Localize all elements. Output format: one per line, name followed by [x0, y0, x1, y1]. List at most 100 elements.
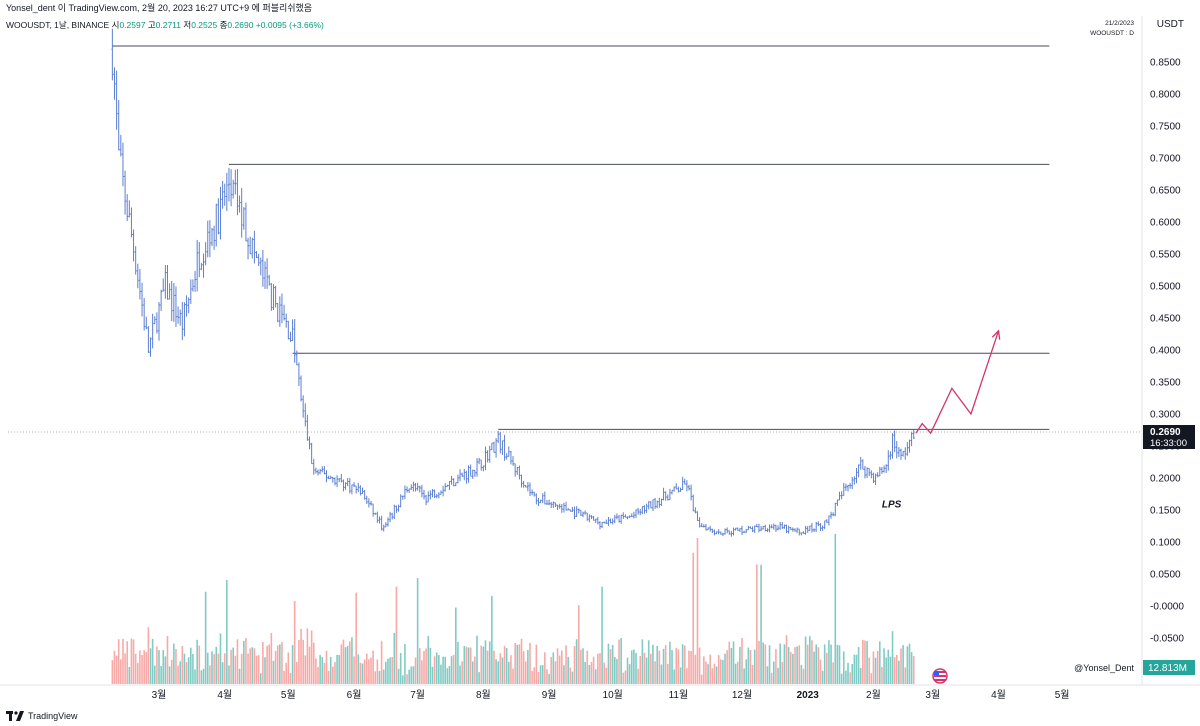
volume-bar: [703, 656, 705, 684]
volume-bar: [804, 636, 807, 684]
volume-bar: [558, 655, 561, 684]
volume-bar: [120, 659, 122, 684]
volume-bar: [671, 650, 673, 684]
volume-bar: [739, 646, 741, 684]
volume-bar: [334, 662, 336, 684]
price-axis[interactable]: 0.8500 0.8000 0.7500 0.7000 0.6500 0.6000 0.55…: [1150, 58, 1184, 645]
volume-bar: [287, 652, 290, 684]
time-tick-label: 5월: [281, 689, 296, 701]
volume-bar: [548, 673, 550, 684]
volume-bar: [404, 644, 406, 684]
volume-bar: [599, 653, 601, 684]
change-value: +0.0095 (+3.66%): [255, 20, 324, 30]
projection-path[interactable]: [915, 330, 1000, 435]
volume-bar: [211, 651, 213, 684]
price-tick-label: -0.0500: [1150, 634, 1184, 645]
volume-bar: [660, 664, 663, 684]
us-flag-icon[interactable]: [932, 668, 948, 684]
volume-bar: [876, 650, 879, 684]
low-value: 0.2525: [191, 20, 218, 30]
volume-bar: [828, 640, 830, 684]
volume-bar: [431, 666, 434, 684]
volume-bar: [887, 649, 890, 684]
price-tick-label: 0.7500: [1150, 122, 1181, 133]
volume-bar: [726, 650, 728, 684]
volume-bar: [620, 638, 622, 684]
volume-bar: [728, 641, 731, 684]
volume-bar: [425, 648, 427, 684]
volume-bar: [296, 661, 298, 684]
volume-bar: [605, 667, 608, 684]
price-tick-label: 0.1500: [1150, 506, 1181, 517]
volume-bar: [399, 653, 402, 684]
volume-bar: [658, 650, 661, 684]
volume-bar: [582, 648, 584, 684]
volume-bar: [332, 666, 334, 684]
volume-bar: [819, 659, 822, 684]
volume-bar: [232, 647, 234, 684]
time-axis[interactable]: 3월 4월 5월 6월 7월 8월 9월 10월 11월 12월 2023 2월 3월 4월 5월: [152, 689, 1070, 701]
volume-bar: [185, 662, 188, 684]
volume-bar: [637, 668, 639, 684]
volume-bar: [223, 653, 226, 684]
price-tick-label: 0.3500: [1150, 378, 1181, 389]
volume-bar: [421, 660, 423, 684]
volume-bar: [213, 654, 215, 684]
volume-bar: [336, 654, 338, 684]
volume-bar: [512, 668, 514, 684]
price-tick-label: 0.8500: [1150, 58, 1181, 69]
volume-bar: [745, 659, 748, 684]
currency-unit: USDT: [1156, 19, 1184, 30]
volume-bar: [459, 665, 461, 684]
horizontal-levels: [112, 45, 1050, 430]
volume-bar: [355, 592, 357, 684]
volume-bar: [556, 648, 559, 684]
volume-bar: [128, 666, 131, 684]
price-tick-label: 0.7000: [1150, 154, 1181, 165]
volume-bar: [692, 552, 695, 684]
annotation-label[interactable]: LPS: [882, 500, 902, 511]
volume-bar: [249, 648, 251, 684]
tradingview-footer[interactable]: TradingView: [6, 707, 78, 725]
volume-bar: [397, 668, 400, 684]
volume-bar: [190, 647, 192, 684]
volume-bar: [359, 662, 362, 684]
volume-bar: [166, 635, 169, 684]
volume-bar: [840, 673, 843, 684]
volume-badge-value: 12.813M: [1148, 663, 1187, 674]
volume-bar: [382, 669, 385, 684]
volume-bar: [756, 564, 758, 684]
symbol-label[interactable]: WOOUSDT, 1날, BINANCE: [6, 20, 110, 30]
volume-bar: [115, 655, 118, 684]
volume-bar: [342, 639, 345, 684]
volume-bar: [198, 645, 201, 684]
volume-bar: [758, 641, 760, 684]
volume-bar: [690, 651, 692, 684]
volume-bar: [111, 660, 114, 684]
author-handle: @Yonsel_Dent: [1074, 663, 1134, 673]
volume-bar: [862, 639, 864, 684]
volume-bar: [160, 665, 162, 684]
high-label: 고: [147, 20, 156, 30]
volume-bar: [823, 644, 826, 684]
volume-bar: [789, 652, 792, 684]
volume-bar: [380, 641, 383, 684]
volume-bar: [196, 639, 198, 684]
volume-bar: [785, 635, 788, 684]
price-tick-label: 0.4500: [1150, 314, 1181, 325]
volume-bar: [762, 642, 764, 684]
volume-bar: [516, 644, 519, 684]
time-tick-label: 11월: [669, 689, 689, 701]
volume-bar: [527, 650, 529, 684]
volume-bar: [495, 659, 497, 684]
volume-bar: [743, 668, 745, 684]
volume-bar: [601, 586, 603, 684]
volume-bar: [149, 648, 152, 684]
plot-area[interactable]: LPS: [0, 16, 1200, 686]
volume-bar: [306, 628, 309, 684]
volume-bar: [391, 656, 393, 684]
volume-bar: [429, 647, 432, 684]
volume-bar: [732, 641, 735, 684]
volume-bar: [722, 659, 724, 684]
